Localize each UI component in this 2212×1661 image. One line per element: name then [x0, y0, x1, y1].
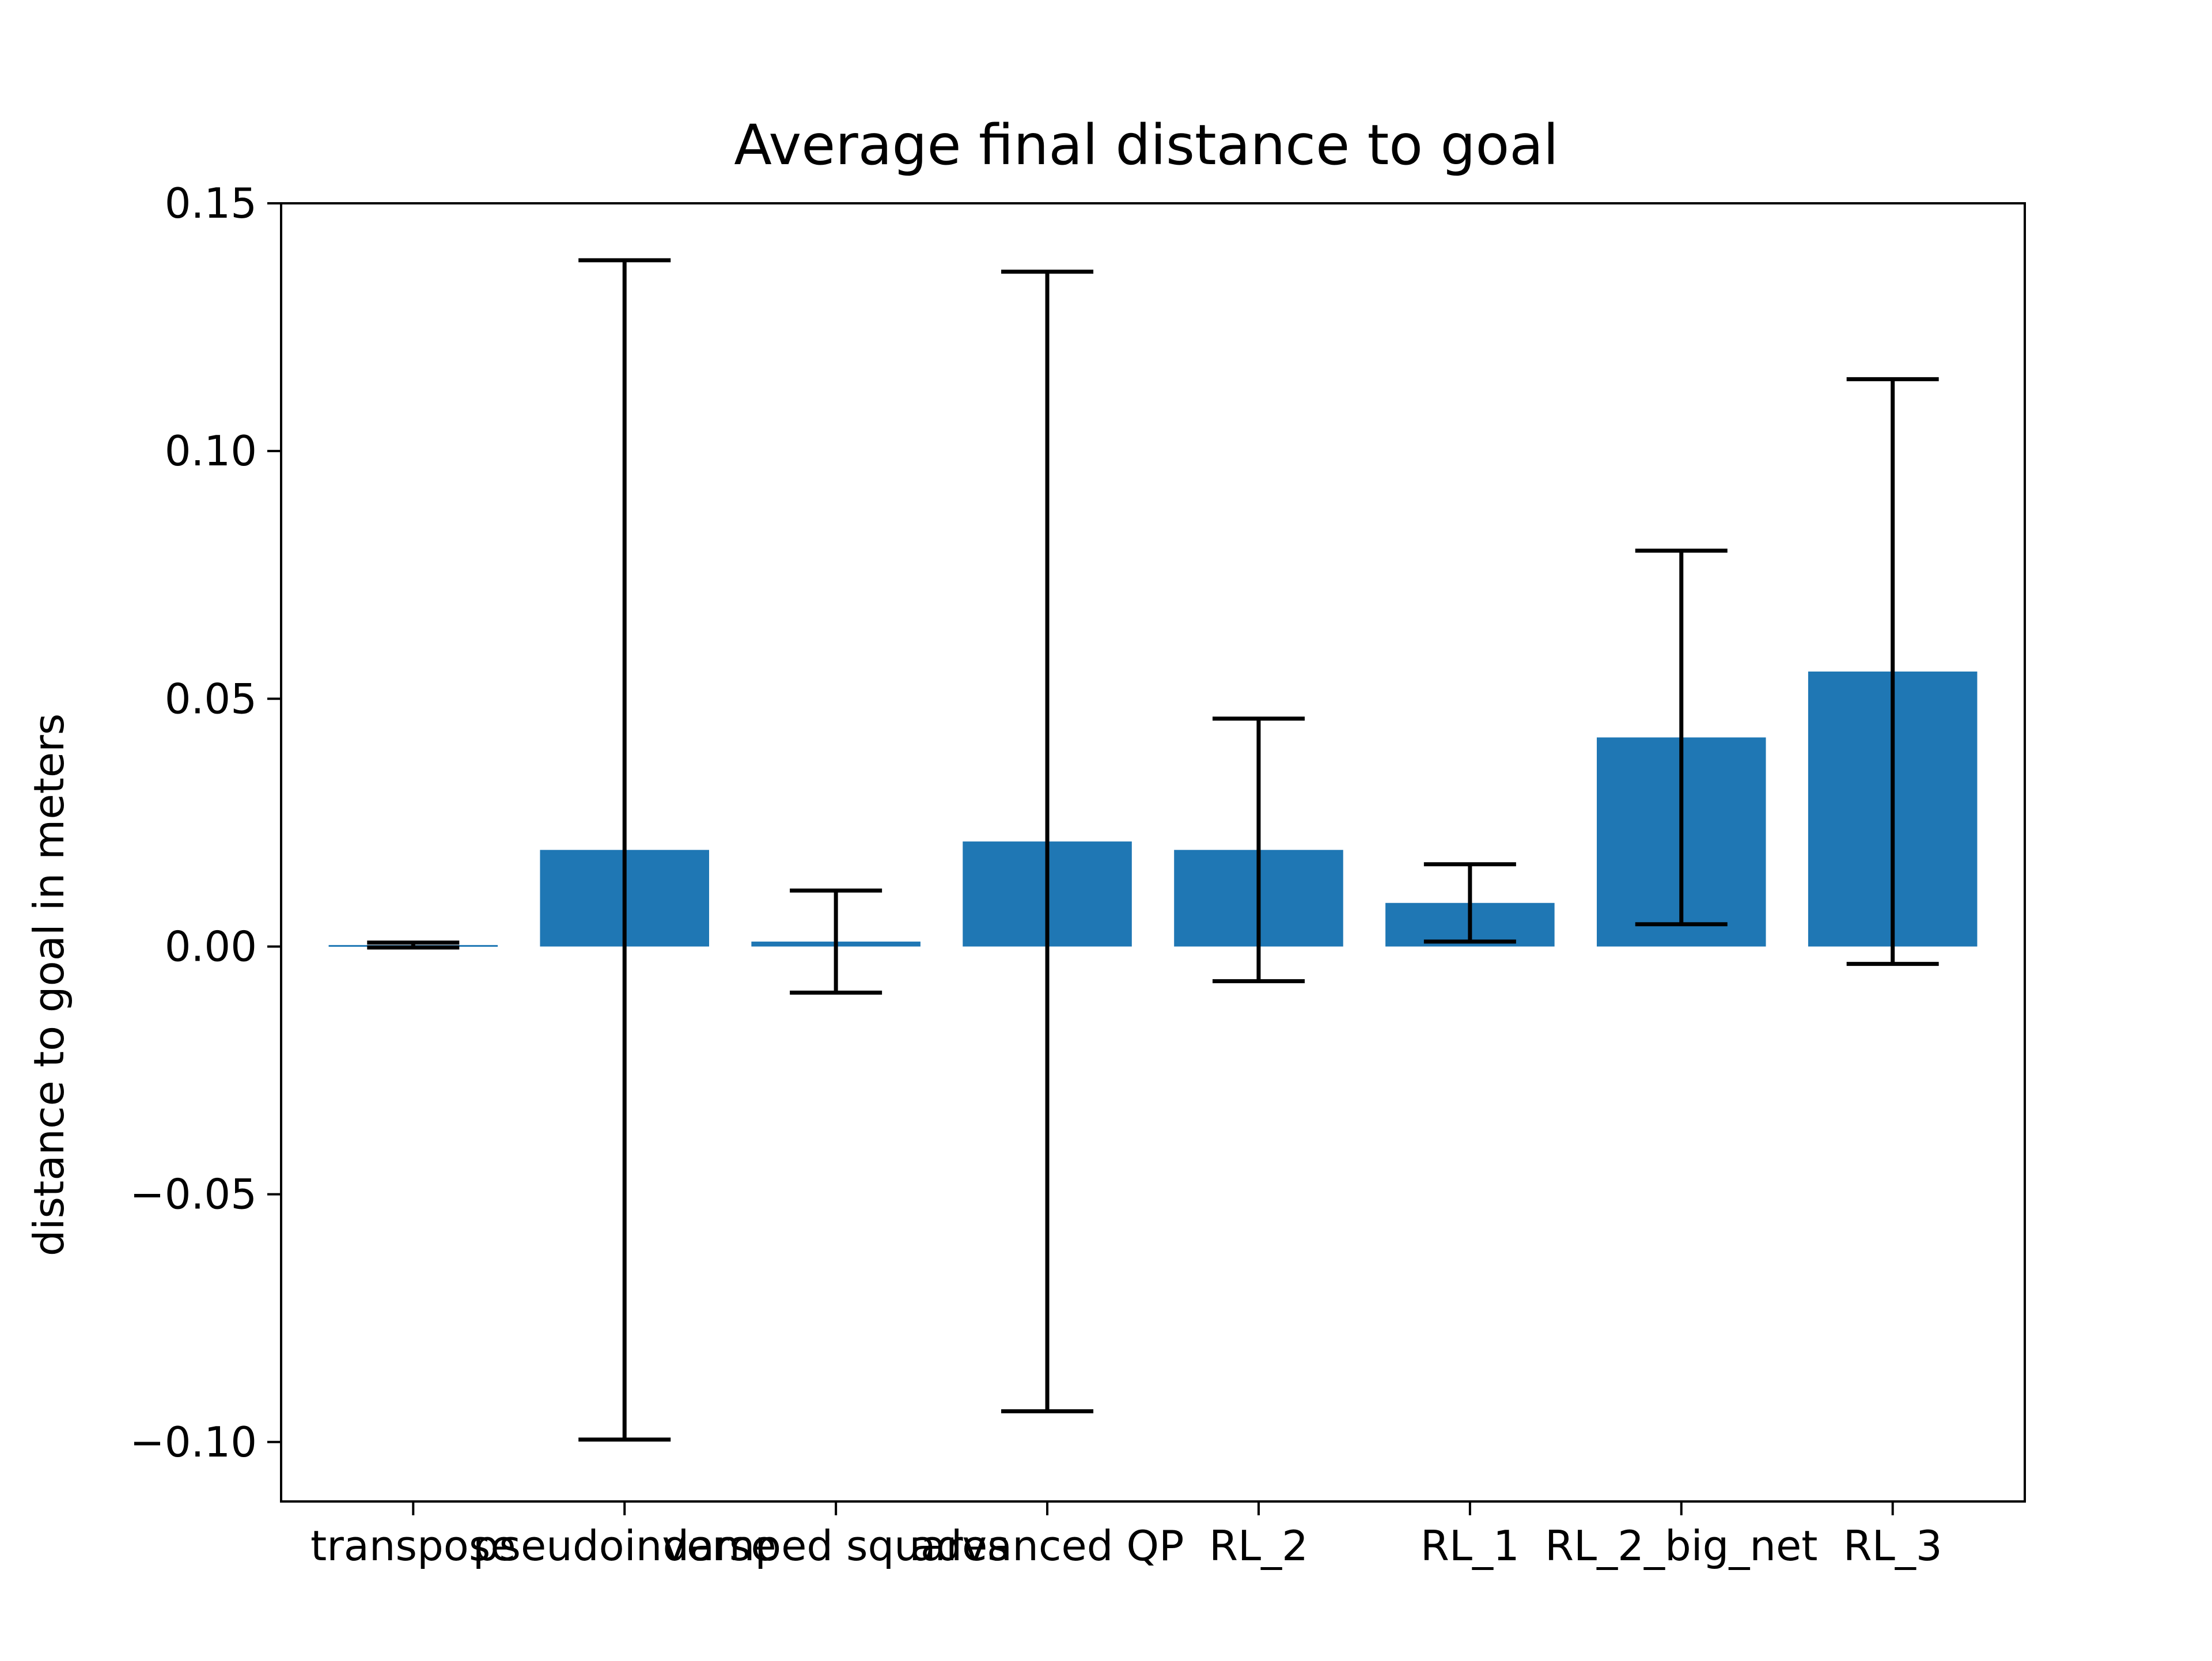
error-bar-transpose	[367, 941, 460, 950]
axes-layer: −0.10 −0.05 0.00 0.05 0.10 0.15 transposepseud…	[130, 179, 2026, 1570]
x-tick-label: pseudoinverse	[473, 1522, 777, 1570]
x-tick-label: RL_2	[1209, 1522, 1308, 1570]
chart-title: Average final distance to goal	[734, 113, 1558, 177]
y-tick-label: 0.15	[165, 179, 257, 227]
error-bars-layer	[367, 258, 1939, 1442]
error-bar-pseudoinverse	[578, 258, 671, 1442]
error-bar-rl-1	[1423, 862, 1516, 944]
y-axis-label: distance to goal in meters	[25, 714, 73, 1257]
error-bar-advanced-qp	[1001, 270, 1094, 1413]
x-tick-label: RL_2_big_net	[1545, 1522, 1818, 1570]
y-tick-label: −0.10	[130, 1418, 257, 1466]
error-bar-rl-3	[1846, 377, 1939, 966]
y-tick-label: −0.05	[130, 1170, 257, 1219]
error-bar-rl-2-big-net	[1635, 548, 1728, 927]
y-tick-label: 0.10	[165, 427, 257, 475]
x-tick-label: damped squares	[662, 1522, 1009, 1570]
x-tick-label: transpose	[310, 1522, 516, 1570]
x-tick-label: RL_3	[1843, 1522, 1942, 1570]
x-tick-label: RL_1	[1421, 1522, 1520, 1570]
x-tick-label: advanced QP	[911, 1522, 1184, 1570]
y-tick-label: 0.00	[165, 922, 257, 970]
y-tick-label: 0.05	[165, 674, 257, 723]
error-bar-rl-2	[1212, 716, 1305, 984]
error-bar-damped-squares	[790, 888, 882, 995]
plot-frame	[280, 202, 2026, 1503]
